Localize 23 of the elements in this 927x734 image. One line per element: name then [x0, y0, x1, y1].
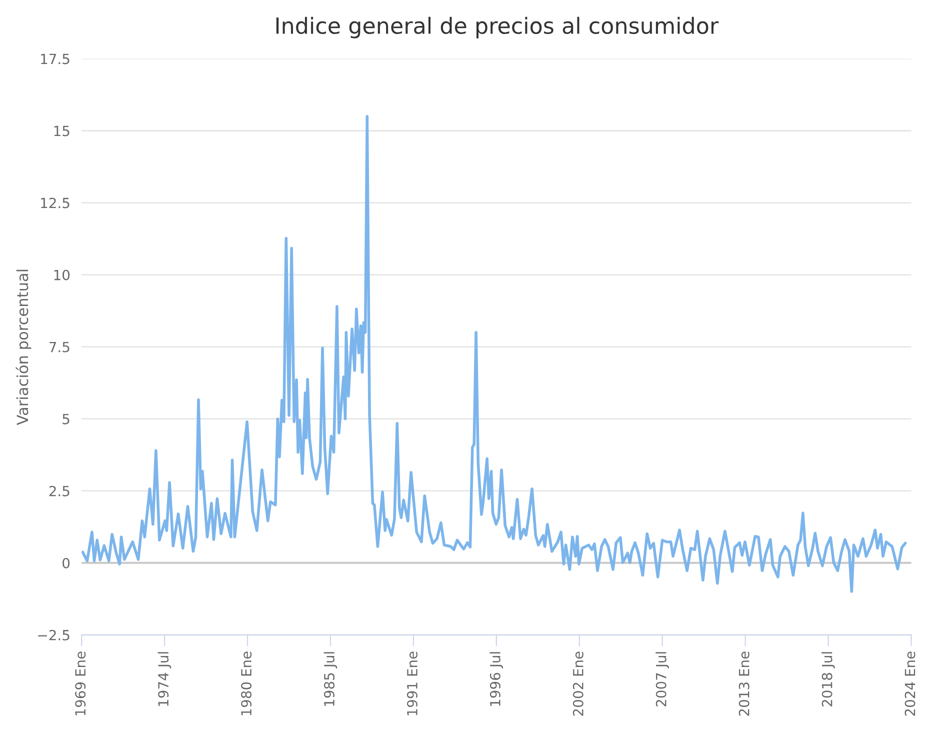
y-axis-title: Variación porcentual: [16, 270, 32, 426]
y-tick-label: 17.5: [41, 54, 70, 64]
y-tick-label: 10: [54, 270, 70, 280]
y-tick-label: 12.5: [41, 198, 70, 208]
x-tick-label: 1980 Ene: [241, 652, 252, 716]
x-tick-label: 1985 Jul: [324, 652, 338, 706]
x-tick-label: 2024 Ene: [904, 652, 916, 716]
x-tick-label: 2007 Jul: [656, 652, 669, 706]
x-tick-label: 1974 Jul: [158, 652, 172, 706]
y-tick-label: 5: [62, 414, 70, 424]
x-tick-label: 2013 Ene: [738, 652, 750, 716]
chart-title: Indice general de precios al consumidor: [276, 16, 719, 38]
x-tick-label: 2002 Ene: [572, 652, 584, 716]
x-tick-label: 1969 Ene: [75, 652, 86, 716]
x-tick-label: 1991 Ene: [406, 652, 418, 716]
line-series: [82, 114, 907, 593]
y-tick-label: 15: [54, 126, 70, 136]
y-tick-label: 0: [62, 558, 70, 568]
x-tick-label: 2018 Jul: [822, 652, 835, 706]
x-tick-label: 1996 Jul: [490, 652, 504, 706]
y-tick-label: 2.5: [49, 486, 70, 496]
y-tick-label: −2.5: [38, 630, 70, 640]
y-tick-label: 7.5: [50, 342, 70, 352]
